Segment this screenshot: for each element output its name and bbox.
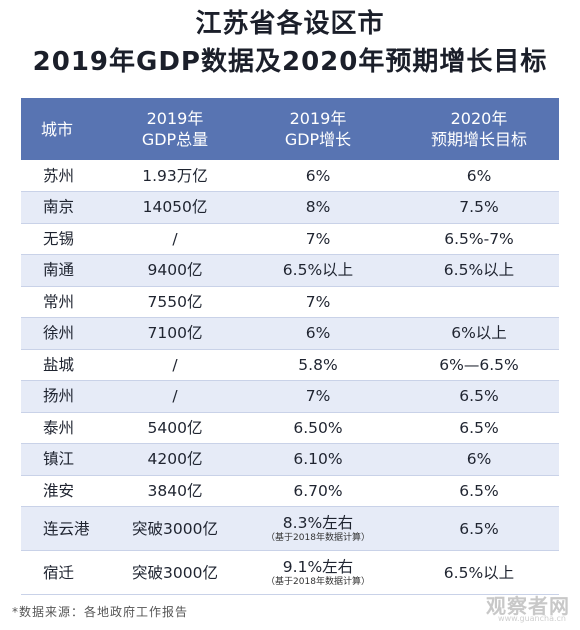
city-cell: 扬州 <box>21 380 113 413</box>
city-cell: 宿迁 <box>21 550 113 595</box>
growth-value: 8% <box>305 198 331 217</box>
target-cell: 6.5%以上 <box>399 550 559 595</box>
city-cell: 无锡 <box>21 223 113 255</box>
growth-value: 7% <box>305 229 331 248</box>
header-gdp-label: GDP总量 <box>141 130 209 149</box>
city-cell: 镇江 <box>21 443 113 476</box>
gdp-table: 城市 2019年 GDP总量 2019年 GDP增长 2020年 预期增长目标 … <box>21 98 559 595</box>
growth-value: 6.70% <box>293 481 343 500</box>
gdp-cell: 14050亿 <box>113 191 237 224</box>
growth-value: 6.50% <box>293 418 343 437</box>
table-row: 徐州 7100亿 6% 6%以上 <box>21 317 559 350</box>
table-row: 南京 14050亿 8% 7.5% <box>21 191 559 224</box>
city-cell: 苏州 <box>21 160 113 192</box>
growth-value: 6.5%以上 <box>282 261 354 280</box>
target-cell: 6.5% <box>399 475 559 507</box>
city-cell: 淮安 <box>21 475 113 507</box>
target-cell: 6.5% <box>399 506 559 551</box>
title-line-2: 2019年GDP数据及2020年预期增长目标 <box>32 47 548 77</box>
growth-cell: 6% <box>237 160 399 192</box>
table-row: 宿迁 突破3000亿 9.1%左右 （基于2018年数据计算） 6.5%以上 <box>21 550 559 595</box>
growth-cell: 7% <box>237 223 399 255</box>
gdp-cell: 3840亿 <box>113 475 237 507</box>
target-cell: 6.5% <box>399 380 559 413</box>
growth-note: （基于2018年数据计算） <box>266 576 370 587</box>
header-target-label: 预期增长目标 <box>430 130 527 149</box>
city-cell: 徐州 <box>21 317 113 350</box>
watermark-logo: 观察者网 <box>486 594 570 618</box>
gdp-cell: / <box>113 380 237 413</box>
table-row: 淮安 3840亿 6.70% 6.5% <box>21 475 559 507</box>
target-cell: 6%以上 <box>399 317 559 350</box>
table-header-row: 城市 2019年 GDP总量 2019年 GDP增长 2020年 预期增长目标 <box>21 98 559 160</box>
table-row: 盐城/ 5.8% 6%—6.5% <box>21 349 559 381</box>
growth-cell: 6.50% <box>237 412 399 444</box>
gdp-cell: 突破3000亿 <box>113 506 237 551</box>
target-cell: 6.5% <box>399 412 559 444</box>
city-cell: 南通 <box>21 254 113 287</box>
gdp-cell: 突破3000亿 <box>113 550 237 595</box>
gdp-cell: 4200亿 <box>113 443 237 476</box>
title-line-1: 江苏省各设区市 <box>195 9 385 39</box>
growth-cell: 6.70% <box>237 475 399 507</box>
city-cell: 泰州 <box>21 412 113 444</box>
target-cell: 6.5%以上 <box>399 254 559 287</box>
table-row: 扬州/ 7% 6.5% <box>21 380 559 413</box>
header-target-year: 2020年 <box>450 109 508 128</box>
growth-value: 7% <box>305 292 331 311</box>
gdp-cell: 1.93万亿 <box>113 160 237 192</box>
gdp-cell: / <box>113 223 237 255</box>
gdp-cell: 7550亿 <box>113 286 237 318</box>
header-growth-year: 2019年 <box>289 109 347 128</box>
table-row: 苏州 1.93万亿 6% 6% <box>21 160 559 192</box>
growth-cell: 6% <box>237 317 399 350</box>
table-row: 连云港 突破3000亿 8.3%左右 （基于2018年数据计算） 6.5% <box>21 506 559 551</box>
growth-cell: 8.3%左右 （基于2018年数据计算） <box>237 506 399 551</box>
header-city: 城市 <box>41 119 74 139</box>
city-cell: 盐城 <box>21 349 113 381</box>
gdp-cell: 5400亿 <box>113 412 237 444</box>
header-target: 2020年 预期增长目标 <box>399 98 559 160</box>
target-cell <box>399 286 559 318</box>
data-source-note: *数据来源：各地政府工作报告 <box>12 605 189 619</box>
growth-value: 9.1%左右 <box>282 557 354 576</box>
target-cell: 7.5% <box>399 191 559 224</box>
header-gdp: 2019年 GDP总量 <box>113 98 237 160</box>
growth-value: 6.10% <box>293 450 343 469</box>
growth-value: 7% <box>305 387 331 406</box>
header-gdp-year: 2019年 <box>146 109 204 128</box>
growth-cell: 6.10% <box>237 443 399 476</box>
gdp-cell: 9400亿 <box>113 254 237 287</box>
target-cell: 6% <box>399 443 559 476</box>
growth-cell: 7% <box>237 286 399 318</box>
growth-value: 6% <box>305 166 331 185</box>
growth-value: 6% <box>305 324 331 343</box>
gdp-cell: / <box>113 349 237 381</box>
city-cell: 常州 <box>21 286 113 318</box>
growth-cell: 5.8% <box>237 349 399 381</box>
watermark-url: www.guancha.cn <box>498 614 566 623</box>
city-cell: 南京 <box>21 191 113 224</box>
growth-cell: 9.1%左右 （基于2018年数据计算） <box>237 550 399 595</box>
header-growth: 2019年 GDP增长 <box>237 98 399 160</box>
table-row: 常州 7550亿 7% <box>21 286 559 318</box>
header-growth-label: GDP增长 <box>284 130 352 149</box>
target-cell: 6%—6.5% <box>399 349 559 381</box>
gdp-cell: 7100亿 <box>113 317 237 350</box>
table-row: 镇江 4200亿 6.10% 6% <box>21 443 559 476</box>
target-cell: 6% <box>399 160 559 192</box>
table-row: 无锡/ 7% 6.5%-7% <box>21 223 559 255</box>
city-cell: 连云港 <box>21 506 113 551</box>
growth-cell: 8% <box>237 191 399 224</box>
table-row: 南通 9400亿 6.5%以上 6.5%以上 <box>21 254 559 287</box>
growth-value: 5.8% <box>298 355 338 374</box>
growth-cell: 6.5%以上 <box>237 254 399 287</box>
growth-cell: 7% <box>237 380 399 413</box>
growth-note: （基于2018年数据计算） <box>266 532 370 543</box>
table-row: 泰州 5400亿 6.50% 6.5% <box>21 412 559 444</box>
target-cell: 6.5%-7% <box>399 223 559 255</box>
growth-value: 8.3%左右 <box>282 513 354 532</box>
